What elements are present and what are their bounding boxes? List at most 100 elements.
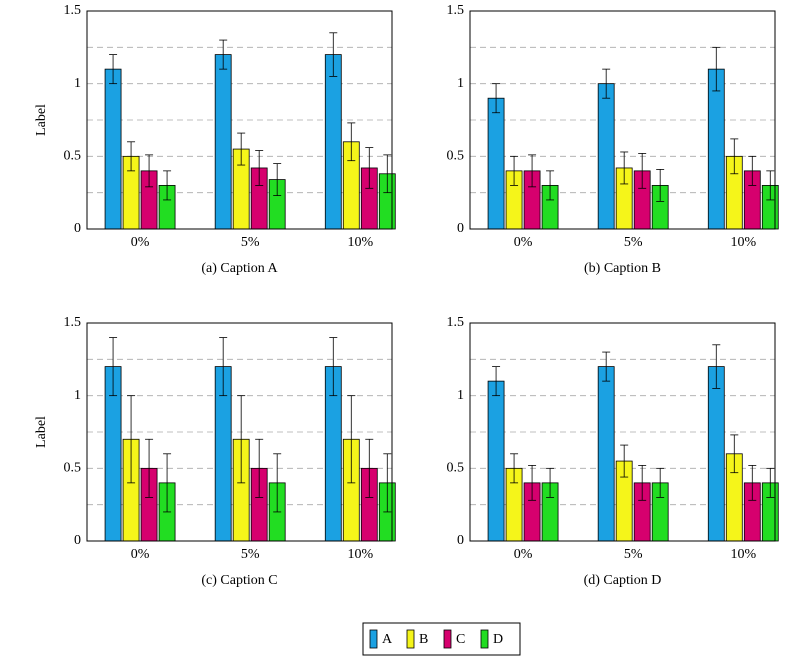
y-tick-label: 0.5: [64, 461, 82, 476]
x-tick-label: 10%: [347, 235, 373, 250]
error-bar: [273, 453, 282, 513]
error-bar: [383, 453, 392, 513]
y-tick-label: 1: [74, 388, 81, 403]
error-bar: [656, 169, 665, 202]
error-bar: [748, 155, 757, 186]
y-tick-label: 1: [457, 76, 464, 91]
y-tick-label: 1.5: [447, 3, 465, 18]
error-bar: [546, 467, 555, 498]
x-tick-label: 0%: [514, 547, 533, 562]
error-bar: [145, 154, 154, 188]
error-bar: [730, 434, 739, 474]
x-tick-label: 10%: [347, 547, 373, 562]
x-tick-label: 0%: [514, 235, 533, 250]
x-tick-label: 0%: [131, 547, 150, 562]
error-bar: [528, 154, 537, 188]
legend-label: C: [456, 632, 465, 647]
error-bar: [109, 54, 118, 85]
error-bar: [656, 467, 665, 498]
error-bar: [329, 337, 338, 397]
error-bar: [273, 163, 282, 196]
y-tick-label: 1.5: [64, 3, 82, 18]
plot-frame: [86, 322, 393, 542]
error-bar: [383, 154, 392, 194]
error-bar: [546, 170, 555, 201]
caption: (d) Caption D: [584, 573, 662, 588]
error-bar: [237, 395, 246, 484]
legend-box: [362, 622, 521, 656]
legend-label: D: [493, 632, 503, 647]
x-tick-label: 10%: [730, 547, 756, 562]
y-tick-label: 0.5: [64, 149, 82, 164]
y-tick-label: 0: [457, 221, 464, 236]
error-bar: [510, 155, 519, 186]
bar: [597, 366, 615, 542]
y-tick-label: 0.5: [447, 461, 465, 476]
legend-swatch: [406, 629, 415, 649]
legend-swatch: [369, 629, 378, 649]
error-bar: [492, 83, 501, 114]
error-bar: [145, 438, 154, 498]
bar: [104, 68, 122, 230]
error-bar: [109, 337, 118, 397]
error-bar: [766, 467, 775, 498]
x-tick-label: 5%: [624, 235, 643, 250]
error-bar: [766, 170, 775, 201]
bar: [707, 68, 725, 230]
caption: (b) Caption B: [584, 261, 661, 276]
x-tick-label: 5%: [241, 547, 260, 562]
x-tick-label: 5%: [241, 235, 260, 250]
error-bar: [602, 351, 611, 382]
error-bar: [620, 151, 629, 185]
error-bar: [255, 150, 264, 186]
error-bar: [638, 153, 647, 189]
error-bar: [127, 395, 136, 484]
error-bar: [163, 453, 172, 513]
error-bar: [492, 366, 501, 397]
error-bar: [347, 122, 356, 162]
bar: [487, 380, 505, 542]
y-tick-label: 1.5: [64, 315, 82, 330]
y-tick-label: 0: [74, 221, 81, 236]
error-bar: [255, 438, 264, 498]
error-bar: [365, 438, 374, 498]
x-tick-label: 10%: [730, 235, 756, 250]
bar: [214, 54, 232, 230]
error-bar: [347, 395, 356, 484]
y-tick-label: 1.5: [447, 315, 465, 330]
legend-label: B: [419, 632, 428, 647]
legend-swatch: [480, 629, 489, 649]
error-bar: [712, 46, 721, 92]
y-axis-label: Label: [34, 416, 49, 448]
error-bar: [219, 39, 228, 70]
caption: (c) Caption C: [201, 573, 277, 588]
x-tick-label: 5%: [624, 547, 643, 562]
bar: [324, 54, 342, 230]
plot-frame: [469, 10, 776, 230]
error-bar: [219, 337, 228, 397]
caption: (a) Caption A: [201, 261, 278, 276]
bar: [707, 366, 725, 542]
error-bar: [730, 138, 739, 175]
error-bar: [163, 170, 172, 201]
bar: [487, 97, 505, 230]
x-tick-label: 0%: [131, 235, 150, 250]
legend-swatch: [443, 629, 452, 649]
bar: [597, 83, 615, 230]
error-bar: [602, 68, 611, 99]
y-tick-label: 1: [457, 388, 464, 403]
error-bar: [365, 147, 374, 189]
error-bar: [748, 465, 757, 501]
error-bar: [638, 465, 647, 501]
y-axis-label: Label: [34, 104, 49, 136]
legend-label: A: [382, 632, 393, 647]
error-bar: [620, 444, 629, 478]
error-bar: [329, 32, 338, 77]
plot-frame: [86, 10, 393, 230]
y-tick-label: 0: [74, 533, 81, 548]
y-tick-label: 1: [74, 76, 81, 91]
plot-frame: [469, 322, 776, 542]
error-bar: [510, 453, 519, 484]
